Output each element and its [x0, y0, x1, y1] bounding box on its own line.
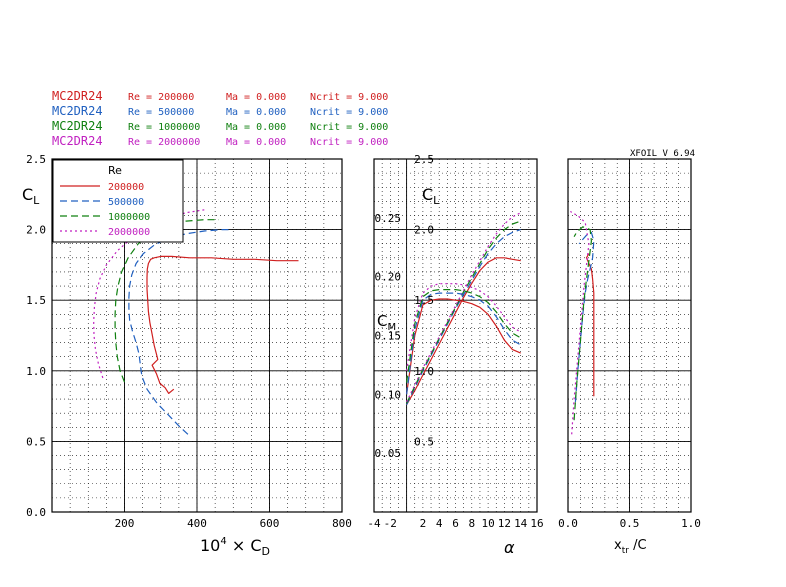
lift-series-200000 [406, 257, 521, 406]
trans-series-200000 [585, 253, 595, 397]
polar-series-2000000 [93, 209, 205, 379]
polar-xtick-label: 200 [115, 517, 135, 530]
polar-frame [51, 158, 343, 513]
polar-ylabel: CL [22, 185, 40, 207]
lift-xtick-label: -2 [384, 517, 397, 530]
lift-xtick-label: 12 [498, 517, 511, 530]
polar-ytick-label: 2.5 [26, 153, 46, 166]
lift-curve-panel: -4 -2 2 4 6 8 10 12 14 16 0.5 1.0 1.5 2.0 2.5 0.05 0.10 0… [367, 153, 543, 530]
polar-series-1000000 [114, 219, 219, 383]
trans-frame [567, 158, 692, 513]
polar-series-500000 [128, 229, 232, 435]
polar-ytick-label: 2.0 [26, 224, 46, 237]
header-ncrit-0: Ncrit = 9.000 [310, 92, 388, 103]
trans-xtick-label: 0.5 [620, 517, 640, 530]
re-legend-entry: 1000000 [108, 212, 150, 223]
lift-xtick-label: -4 [367, 517, 381, 530]
lift-xtick-label: 6 [452, 517, 459, 530]
header-airfoil-2: MC2DR24 [52, 119, 103, 133]
transition-xlabel: xtr /C [614, 538, 647, 556]
lift-series-1000000 [406, 220, 521, 404]
lift-ytick-label: 1.5 [414, 294, 434, 307]
polar-xtick-label: 400 [187, 517, 207, 530]
trans-series-2000000 [570, 210, 590, 435]
lift-ylabel: CL [422, 185, 440, 207]
header-ma-2: Ma = 0.000 [226, 122, 286, 133]
moment-ytick-label: 0.25 [375, 212, 402, 225]
lift-xlabel: α [504, 538, 515, 557]
polar-ytick-label: 1.5 [26, 294, 46, 307]
lift-ytick-label: 2.5 [414, 153, 434, 166]
header-ncrit-3: Ncrit = 9.000 [310, 137, 388, 148]
moment-ytick-label: 0.15 [375, 330, 402, 343]
header-ma-0: Ma = 0.000 [226, 92, 286, 103]
header-airfoil-0: MC2DR24 [52, 89, 103, 103]
header-re-0: Re = 200000 [128, 92, 194, 103]
re-legend-entry: 2000000 [108, 227, 150, 238]
header-ma-1: Ma = 0.000 [226, 107, 286, 118]
polar-xtick-label: 800 [332, 517, 352, 530]
lift-frame [373, 158, 538, 513]
lift-xtick-label: 4 [436, 517, 443, 530]
header-airfoil-3: MC2DR24 [52, 134, 103, 148]
polar-ytick-label: 1.0 [26, 365, 46, 378]
moment-series-500000 [406, 292, 521, 395]
trans-series-1000000 [573, 226, 593, 421]
polar-ytick-label: 0.5 [26, 435, 46, 448]
trans-xtick-label: 1.0 [681, 517, 701, 530]
lift-xtick-label: 16 [530, 517, 543, 530]
polar-ytick-label: 0.0 [26, 506, 46, 519]
moment-ytick-label: 0.05 [375, 447, 402, 460]
header-ma-3: Ma = 0.000 [226, 137, 286, 148]
lift-xtick-label: 14 [514, 517, 528, 530]
polar-header: MC2DR24 Re = 200000 Ma = 0.000 Ncrit = 9.00… [52, 89, 388, 148]
re-legend-entry: 500000 [108, 197, 144, 208]
polar-xlabel: 104 × CD [200, 536, 270, 558]
moment-ytick-label: 0.20 [375, 271, 402, 284]
moment-series-200000 [406, 298, 521, 395]
xfoil-version-label: XFOIL V 6.94 [630, 149, 695, 159]
lift-ytick-label: 2.0 [414, 224, 434, 237]
re-legend: Re 200000 500000 1000000 2000000 [52, 159, 184, 243]
trans-xtick-label: 0.0 [558, 517, 578, 530]
header-re-3: Re = 2000000 [128, 137, 200, 148]
lift-xtick-label: 8 [468, 517, 475, 530]
polar-xtick-label: 600 [260, 517, 280, 530]
header-ncrit-2: Ncrit = 9.000 [310, 122, 388, 133]
header-airfoil-1: MC2DR24 [52, 104, 103, 118]
re-legend-title: Re [108, 164, 122, 177]
lift-series-2000000 [406, 212, 521, 403]
header-re-1: Re = 500000 [128, 107, 194, 118]
lift-ytick-label: 0.5 [414, 435, 434, 448]
moment-ylabel: CM [377, 312, 396, 333]
lift-xtick-label: 2 [420, 517, 427, 530]
moment-series-1000000 [406, 289, 522, 383]
re-legend-entry: 200000 [108, 182, 144, 193]
lift-xtick-label: 10 [481, 517, 494, 530]
transition-panel: 0.0 0.5 1.0 [558, 158, 701, 530]
header-ncrit-1: Ncrit = 9.000 [310, 107, 388, 118]
polar-series-200000 [146, 255, 299, 394]
lift-ytick-label: 1.0 [414, 365, 434, 378]
header-re-2: Re = 1000000 [128, 122, 200, 133]
moment-ytick-label: 0.10 [375, 388, 402, 401]
